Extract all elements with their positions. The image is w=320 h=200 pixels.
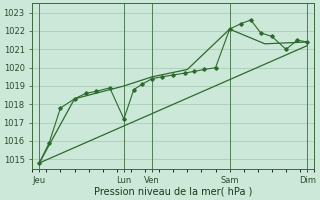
X-axis label: Pression niveau de la mer( hPa ): Pression niveau de la mer( hPa ) <box>94 187 252 197</box>
